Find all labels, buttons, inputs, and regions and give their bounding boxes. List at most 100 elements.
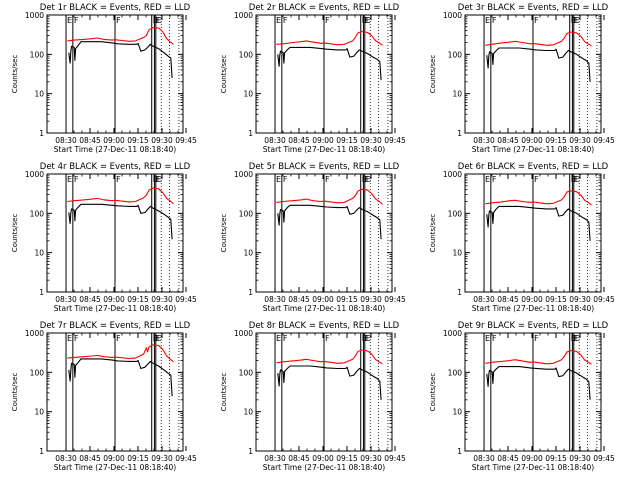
x-tick-label: 09:00 xyxy=(521,136,543,145)
event-marker-label: F xyxy=(116,16,121,25)
event-marker-label: E xyxy=(362,175,367,184)
y-tick-label: 1000 xyxy=(25,329,44,338)
y-tick-label: 100 xyxy=(239,368,254,377)
event-marker-label: E xyxy=(571,16,576,25)
event-marker-label: F xyxy=(283,16,288,25)
series-line-lld xyxy=(485,349,592,365)
event-marker-label: F xyxy=(155,334,160,343)
y-tick-label: 100 xyxy=(30,50,45,59)
chart-panel-5: Det 5r BLACK = Events, RED = LLD 1 10 100 10… xyxy=(220,162,406,313)
x-tick-label: 09:30 xyxy=(569,136,591,145)
x-tick-label: 08:45 xyxy=(497,295,519,304)
y-tick-label: 1 xyxy=(39,129,44,138)
x-axis-label: Start Time (27-Dec-11 08:18:40) xyxy=(472,304,594,313)
y-axis-label: Counts/sec xyxy=(11,214,19,253)
y-tick-label: 100 xyxy=(239,50,254,59)
x-tick-label: 09:45 xyxy=(384,295,406,304)
event-marker-label: F xyxy=(116,334,121,343)
series-line-events xyxy=(277,365,382,400)
event-marker-label: F xyxy=(325,334,330,343)
event-marker-label: E xyxy=(485,16,490,25)
event-marker-label: E xyxy=(571,175,576,184)
x-axis-label: Start Time (27-Dec-11 08:18:40) xyxy=(472,145,594,154)
x-tick-label: 09:45 xyxy=(593,136,615,145)
x-axis-label: Start Time (27-Dec-11 08:18:40) xyxy=(54,304,176,313)
event-marker-label: F xyxy=(534,175,539,184)
y-tick-label: 1 xyxy=(248,447,253,456)
chart-title: Det 2r BLACK = Events, RED = LLD xyxy=(249,3,400,13)
y-tick-label: 1 xyxy=(457,447,462,456)
event-marker-label: F xyxy=(283,175,288,184)
x-tick-label: 09:30 xyxy=(360,136,382,145)
series-line-lld xyxy=(485,31,592,47)
y-tick-label: 100 xyxy=(30,368,45,377)
x-tick-label: 08:30 xyxy=(264,136,286,145)
event-marker-label: E xyxy=(366,334,371,343)
x-tick-label: 08:45 xyxy=(288,136,310,145)
series-line-lld xyxy=(276,188,383,205)
y-tick-label: 1000 xyxy=(443,329,462,338)
series-line-lld xyxy=(276,349,383,365)
event-marker-label: E xyxy=(575,16,580,25)
y-tick-label: 10 xyxy=(452,90,462,99)
event-marker-label: E xyxy=(485,175,490,184)
event-marker-label: F xyxy=(492,175,497,184)
event-marker-label: E xyxy=(67,175,72,184)
y-tick-label: 100 xyxy=(448,209,463,218)
event-marker-label: E xyxy=(575,175,580,184)
x-tick-label: 09:00 xyxy=(312,454,334,463)
event-marker-label: F xyxy=(364,334,369,343)
y-tick-label: 1000 xyxy=(443,170,462,179)
event-marker-label: E xyxy=(67,334,72,343)
x-tick-label: 09:30 xyxy=(151,295,173,304)
event-marker-label: F xyxy=(325,175,330,184)
y-tick-label: 1 xyxy=(248,129,253,138)
y-axis-label: Counts/sec xyxy=(429,214,437,253)
y-tick-label: 10 xyxy=(243,249,253,258)
y-tick-label: 10 xyxy=(34,249,44,258)
event-marker-label: F xyxy=(492,334,497,343)
series-line-events xyxy=(277,46,382,81)
chart-panel-6: Det 6r BLACK = Events, RED = LLD 1 10 100 10… xyxy=(429,162,615,313)
x-tick-label: 08:30 xyxy=(473,136,495,145)
x-tick-label: 09:45 xyxy=(175,295,197,304)
event-marker-label: E xyxy=(571,334,576,343)
x-tick-label: 09:15 xyxy=(127,295,149,304)
x-tick-label: 08:30 xyxy=(473,454,495,463)
event-marker-label: F xyxy=(155,175,160,184)
x-axis-label: Start Time (27-Dec-11 08:18:40) xyxy=(472,463,594,472)
event-marker-label: F xyxy=(155,16,160,25)
x-tick-label: 08:45 xyxy=(288,454,310,463)
chart-panel-3: Det 3r BLACK = Events, RED = LLD 1 10 100 10… xyxy=(429,3,615,154)
event-marker-label: E xyxy=(157,175,162,184)
x-tick-label: 09:00 xyxy=(312,136,334,145)
event-marker-label: F xyxy=(74,175,79,184)
chart-panel-8: Det 8r BLACK = Events, RED = LLD 1 10 100 10… xyxy=(220,321,406,472)
event-marker-label: E xyxy=(157,16,162,25)
y-tick-label: 1000 xyxy=(234,170,253,179)
x-tick-label: 09:15 xyxy=(336,295,358,304)
series-line-lld xyxy=(67,344,174,363)
y-tick-label: 1 xyxy=(248,288,253,297)
x-tick-label: 08:30 xyxy=(55,454,77,463)
event-marker-label: E xyxy=(153,175,158,184)
series-line-lld xyxy=(67,187,174,205)
event-marker-label: F xyxy=(573,175,578,184)
x-tick-label: 09:15 xyxy=(127,454,149,463)
event-marker-label: F xyxy=(573,334,578,343)
event-marker-label: E xyxy=(362,334,367,343)
x-tick-label: 09:00 xyxy=(103,136,125,145)
chart-title: Det 1r BLACK = Events, RED = LLD xyxy=(40,3,191,13)
y-axis-label: Counts/sec xyxy=(220,55,228,94)
event-marker-label: F xyxy=(364,175,369,184)
event-marker-label: E xyxy=(366,175,371,184)
x-tick-label: 09:30 xyxy=(360,454,382,463)
y-axis-label: Counts/sec xyxy=(220,373,228,412)
series-line-events xyxy=(68,41,173,79)
x-tick-label: 09:45 xyxy=(384,454,406,463)
y-tick-label: 10 xyxy=(452,408,462,417)
x-tick-label: 09:45 xyxy=(593,295,615,304)
x-tick-label: 09:15 xyxy=(127,136,149,145)
chart-panel-9: Det 9r BLACK = Events, RED = LLD 1 10 100 10… xyxy=(429,321,615,472)
